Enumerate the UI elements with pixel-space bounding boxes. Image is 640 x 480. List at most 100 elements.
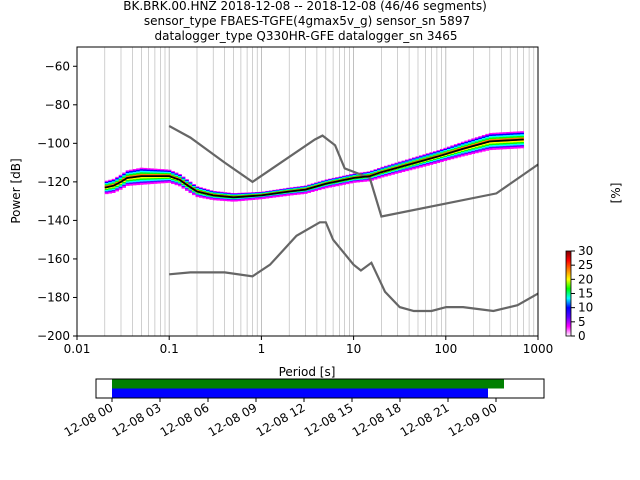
density-cell xyxy=(474,142,479,145)
density-cell xyxy=(408,164,413,167)
density-cell xyxy=(516,134,521,137)
density-cell xyxy=(391,166,395,169)
density-cell xyxy=(139,169,144,171)
density-cell xyxy=(108,191,113,194)
density-cell xyxy=(370,172,374,174)
density-cell xyxy=(122,186,126,188)
density-cell xyxy=(164,176,168,179)
density-cell xyxy=(502,141,507,144)
density-cell xyxy=(471,138,476,141)
colorbar-tick-label: 15 xyxy=(578,287,593,301)
density-cell xyxy=(171,177,175,180)
density-cell xyxy=(195,189,200,191)
density-cell xyxy=(429,153,434,156)
density-cell xyxy=(502,132,507,134)
density-cell xyxy=(439,158,444,160)
density-cell xyxy=(506,135,511,137)
density-cell xyxy=(167,177,172,180)
density-cell xyxy=(394,165,399,168)
density-cell xyxy=(398,169,402,172)
density-cell xyxy=(474,151,479,154)
density-cell xyxy=(118,185,123,188)
density-cell xyxy=(478,150,483,153)
density-cell xyxy=(167,174,172,176)
density-cell xyxy=(422,164,427,167)
density-cell xyxy=(136,174,140,177)
density-cell xyxy=(300,192,305,195)
density-cell xyxy=(520,137,525,140)
density-cell xyxy=(111,178,116,181)
density-cell xyxy=(164,170,168,173)
density-cell xyxy=(467,144,472,147)
density-cell xyxy=(192,191,196,194)
density-cell xyxy=(411,166,416,169)
density-cell xyxy=(164,171,168,174)
density-cell xyxy=(125,180,130,182)
density-cell xyxy=(111,190,116,192)
density-cell xyxy=(209,198,214,200)
density-cell xyxy=(157,172,161,175)
density-cell xyxy=(446,146,451,149)
colorbar-gradient xyxy=(565,250,572,337)
density-cell xyxy=(429,159,434,162)
density-cell xyxy=(195,187,200,189)
density-cell xyxy=(192,193,196,196)
density-cell xyxy=(167,171,172,174)
density-cell xyxy=(199,187,203,190)
density-cell xyxy=(425,153,430,155)
density-cell xyxy=(380,175,385,178)
density-cell xyxy=(377,173,381,175)
density-cell xyxy=(272,195,277,198)
density-cell xyxy=(171,182,175,185)
density-cell xyxy=(499,141,504,144)
density-cell xyxy=(118,174,123,177)
density-cell xyxy=(436,152,441,155)
density-cell xyxy=(181,184,186,187)
density-cell xyxy=(136,177,140,180)
density-cell xyxy=(506,141,511,143)
density-cell xyxy=(160,170,165,173)
density-cell xyxy=(398,164,402,167)
density-cell xyxy=(279,195,284,197)
density-cell xyxy=(122,173,126,176)
density-cell xyxy=(338,183,343,186)
density-cell xyxy=(185,182,189,184)
colorbar-tick-label: 20 xyxy=(578,272,593,286)
density-cell xyxy=(520,131,525,133)
density-cell xyxy=(464,149,469,152)
density-cell xyxy=(380,169,385,172)
density-cell xyxy=(167,181,172,183)
density-cell xyxy=(474,138,479,141)
density-cell xyxy=(457,148,462,150)
density-cell xyxy=(446,158,451,161)
density-cell xyxy=(516,143,521,146)
density-cell xyxy=(108,183,113,186)
density-cell xyxy=(425,155,430,158)
density-cell xyxy=(398,161,402,164)
density-cell xyxy=(401,160,406,163)
density-cell xyxy=(244,198,249,201)
density-cell xyxy=(471,142,476,145)
density-cell xyxy=(408,159,413,162)
density-cell xyxy=(436,156,441,159)
density-cell xyxy=(143,169,147,172)
density-cell xyxy=(478,141,483,144)
density-cell xyxy=(171,172,175,174)
density-cell xyxy=(394,163,399,166)
density-cell xyxy=(157,170,161,172)
density-cell xyxy=(411,160,416,163)
density-cell xyxy=(467,143,472,146)
noise-models xyxy=(168,125,539,313)
density-cell xyxy=(460,146,465,149)
density-cell xyxy=(132,170,137,173)
density-cell xyxy=(380,166,385,169)
density-cell xyxy=(115,176,120,179)
density-cell xyxy=(509,141,514,143)
density-cell xyxy=(439,159,444,161)
timeline-tick-label: 12-08 21 xyxy=(398,400,452,439)
density-cell xyxy=(331,185,336,187)
density-cell xyxy=(408,168,413,171)
density-cell xyxy=(485,144,490,147)
density-cell xyxy=(185,189,189,191)
density-cell xyxy=(387,173,392,176)
